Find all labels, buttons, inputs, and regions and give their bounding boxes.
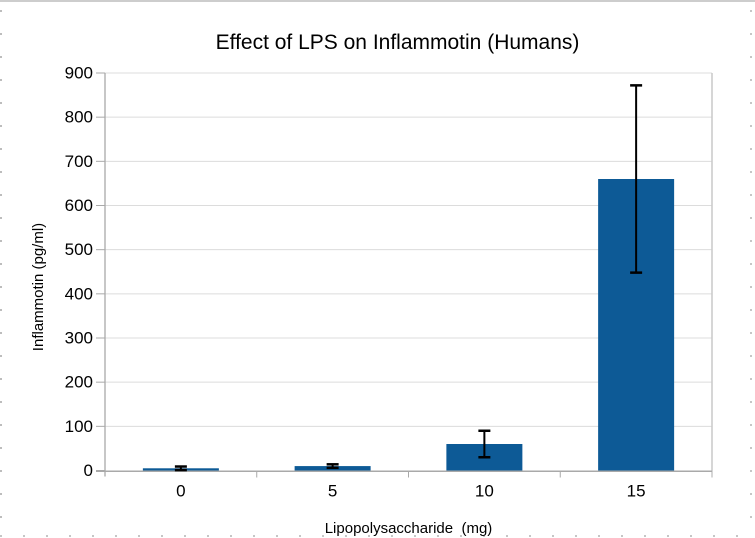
page-left-dashed-border bbox=[0, 10, 2, 538]
page-bottom-dashed-border bbox=[0, 535, 755, 537]
y-tick-label: 300 bbox=[65, 329, 93, 348]
x-tick-label: 15 bbox=[627, 482, 646, 501]
page-top-border bbox=[0, 0, 755, 2]
y-tick-label: 600 bbox=[65, 196, 93, 215]
y-axis-title: Inflammotin (pg/ml) bbox=[30, 222, 47, 352]
y-tick-label: 100 bbox=[65, 417, 93, 436]
x-axis-title: Lipopolysaccharide (mg) bbox=[324, 520, 493, 537]
x-tick-label: 10 bbox=[475, 482, 494, 501]
y-tick-label: 400 bbox=[65, 284, 93, 303]
chart-title: Effect of LPS on Inflammotin (Humans) bbox=[215, 31, 580, 54]
y-tick-label: 0 bbox=[84, 461, 93, 480]
y-tick-label: 200 bbox=[65, 373, 93, 392]
y-tick-label: 900 bbox=[65, 64, 93, 83]
x-tick-label: 5 bbox=[328, 482, 337, 501]
y-tick-label: 800 bbox=[65, 108, 93, 127]
page-right-dashed-border bbox=[750, 10, 752, 538]
y-tick-label: 500 bbox=[65, 240, 93, 259]
x-tick-label: 0 bbox=[176, 482, 185, 501]
y-tick-label: 700 bbox=[65, 152, 93, 171]
